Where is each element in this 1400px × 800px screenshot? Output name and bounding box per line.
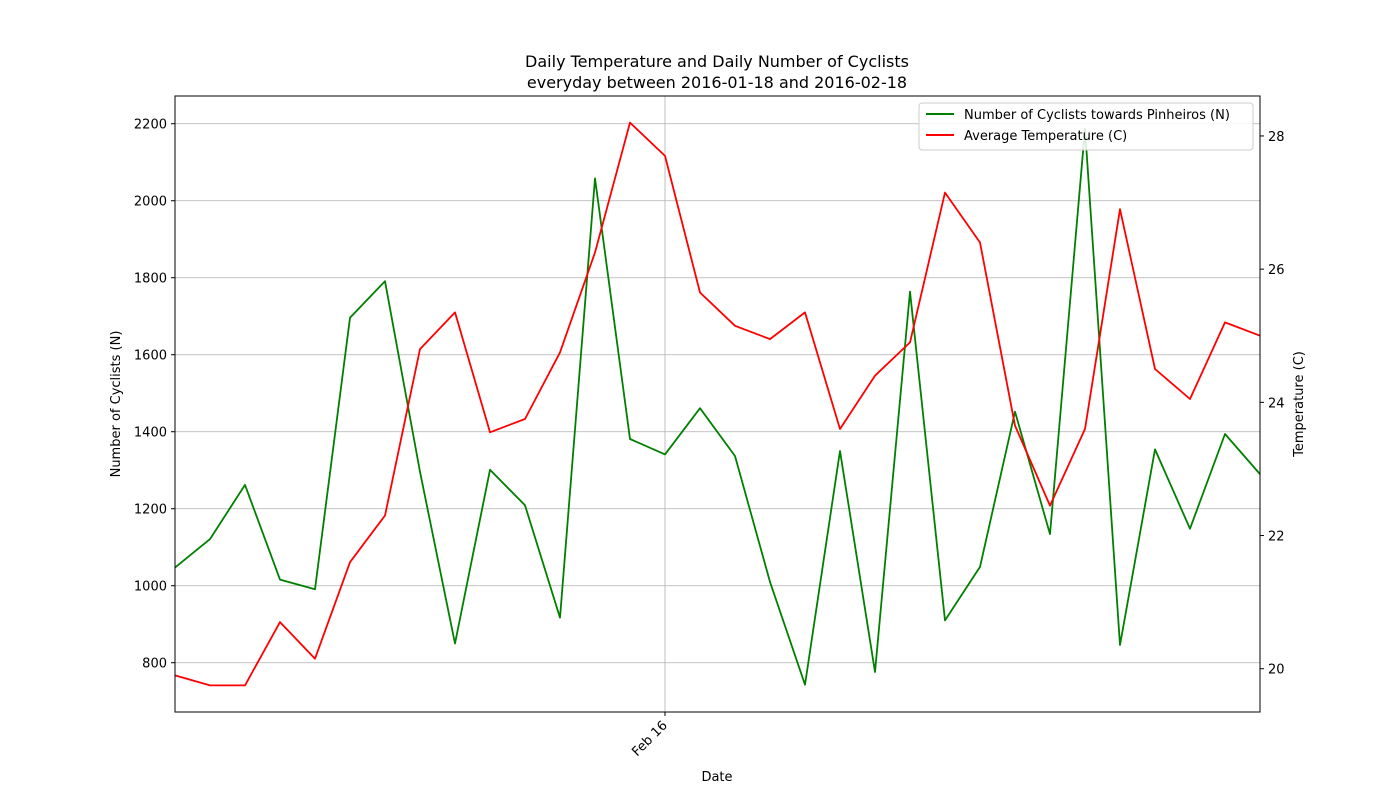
y-left-tick-label: 1400 (134, 426, 167, 441)
y-left-tick-label: 1200 (134, 503, 167, 518)
series-line-temperature (174, 121, 1261, 687)
series-line-cyclists (174, 127, 1261, 686)
y-axis-right-label: Temperature (C) (1292, 351, 1307, 458)
chart-title: Daily Temperature and Daily Number of Cy… (525, 52, 909, 71)
legend-box (918, 102, 1254, 151)
y-right-tick-label: 22 (1268, 530, 1285, 545)
y-left-tick-label: 2200 (134, 118, 167, 133)
legend-label-cyclists: Number of Cyclists towards Pinheiros (N) (964, 108, 1230, 123)
ticks: 800 1000 1200 1400 1600 1800 2000 2200 20 22 24 26 2… (134, 118, 1285, 760)
y-right-tick-label: 20 (1268, 663, 1285, 678)
legend-label-temperature: Average Temperature (C) (964, 129, 1127, 144)
y-left-tick-label: 2000 (134, 195, 167, 210)
y-left-tick-label: 1600 (134, 349, 167, 364)
x-axis-label: Date (701, 770, 732, 785)
y-left-tick-label: 800 (142, 657, 167, 672)
chart-subtitle: everyday between 2016-01-18 and 2016-02-… (527, 73, 907, 92)
y-left-tick-label: 1800 (134, 272, 167, 287)
series-layer (174, 121, 1261, 687)
y-axis-left-label: Number of Cyclists (N) (109, 331, 124, 478)
y-right-tick-label: 24 (1268, 396, 1285, 411)
legend: Number of Cyclists towards Pinheiros (N)… (918, 102, 1254, 151)
y-right-tick-label: 26 (1268, 263, 1285, 278)
plot-frame (174, 95, 1261, 713)
y-left-tick-label: 1000 (134, 580, 167, 595)
y-right-tick-label: 28 (1268, 130, 1285, 145)
